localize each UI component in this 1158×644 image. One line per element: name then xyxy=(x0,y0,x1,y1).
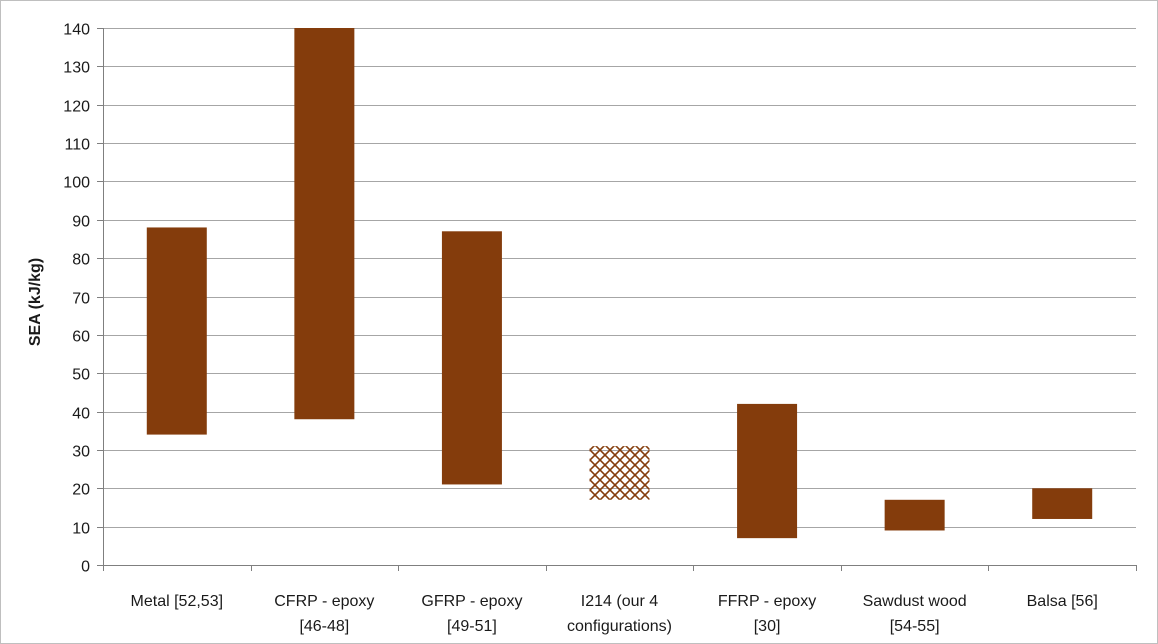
y-tick-label: 0 xyxy=(81,559,90,576)
x-axis-ticks: Metal [52,53] CFRP - epoxy [46-48] GFRP - e… xyxy=(131,593,1098,635)
x-tick-label: Balsa [56] xyxy=(1027,593,1098,610)
range-bar xyxy=(589,446,650,500)
y-tick-label: 20 xyxy=(72,482,90,499)
range-bar xyxy=(884,499,945,531)
x-tick-label: I214 (our 4 configurations) xyxy=(567,593,672,635)
x-tick-label: FFRP - epoxy [30] xyxy=(718,593,816,635)
y-axis-title: SEA (kJ/kg) xyxy=(27,258,44,346)
x-tick-label: CFRP - epoxy [46-48] xyxy=(274,593,374,635)
gridlines xyxy=(103,28,1136,528)
range-bar xyxy=(441,231,502,485)
y-tick-label: 60 xyxy=(72,329,90,346)
x-tick-label: GFRP - epoxy [49-51] xyxy=(421,593,522,635)
range-bar xyxy=(294,28,355,420)
y-tick-label: 50 xyxy=(72,367,90,384)
y-tick-label: 110 xyxy=(64,137,90,154)
range-bar xyxy=(1032,488,1093,519)
y-tick-label: 70 xyxy=(72,291,90,308)
y-tick-label: 40 xyxy=(72,406,90,423)
x-axis xyxy=(103,28,1137,571)
y-tick-label: 30 xyxy=(72,444,90,461)
x-tick-label: Sawdust wood [54-55] xyxy=(863,593,967,635)
y-tick-label: 80 xyxy=(72,252,90,269)
range-bar xyxy=(146,227,207,435)
y-tick-label: 140 xyxy=(63,22,90,39)
y-tick-label: 10 xyxy=(72,521,90,538)
y-tick-label: 100 xyxy=(63,175,90,192)
bars xyxy=(146,28,1093,539)
y-tick-label: 120 xyxy=(63,99,90,116)
range-bar xyxy=(737,403,798,539)
y-tick-label: 130 xyxy=(63,60,90,77)
y-tick-label: 90 xyxy=(72,214,90,231)
x-tick-label: Metal [52,53] xyxy=(131,593,224,610)
y-axis-ticks: 0 10 20 30 40 50 60 70 80 90 100 110 120 130 140 xyxy=(63,22,103,576)
